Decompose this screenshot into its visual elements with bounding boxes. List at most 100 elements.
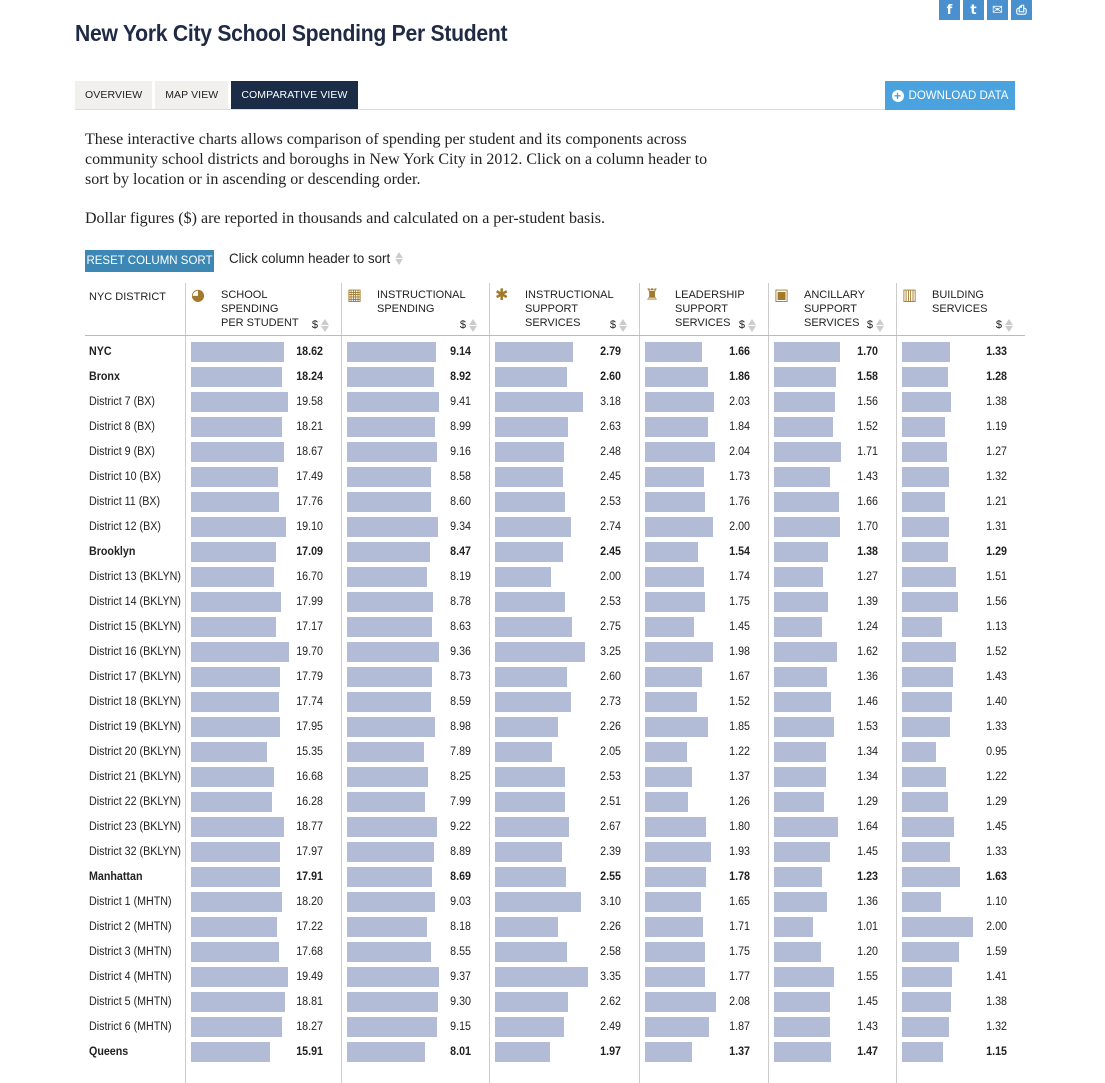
value-bar <box>645 392 714 412</box>
column-header-line: Services <box>804 317 860 329</box>
column-header-line: Instructional <box>377 289 466 301</box>
value-bar <box>902 767 946 787</box>
value-label: 19.58 <box>296 396 323 408</box>
column-header-ancillary[interactable]: ▣ Ancillary Support Services $ <box>774 283 890 335</box>
value-label: 2.51 <box>600 796 621 808</box>
value-label: 2.00 <box>600 571 621 583</box>
value-bar <box>495 842 562 862</box>
value-label: 1.29 <box>857 796 878 808</box>
value-label: 2.03 <box>729 396 750 408</box>
district-name: District 1 (MHTN) <box>89 896 172 908</box>
value-bar <box>774 667 827 687</box>
value-label: 8.99 <box>450 421 471 433</box>
value-bar <box>191 392 288 412</box>
value-bar <box>495 1042 550 1062</box>
value-bar <box>902 1017 949 1037</box>
sort-control[interactable]: $ <box>610 318 627 332</box>
value-label: 17.22 <box>296 921 323 933</box>
value-label: 1.10 <box>986 896 1007 908</box>
value-label: 2.55 <box>600 871 621 883</box>
value-label: 0.95 <box>986 746 1007 758</box>
value-label: 9.15 <box>450 1021 471 1033</box>
facebook-icon[interactable]: f <box>939 0 960 20</box>
district-name: District 17 (BKLYN) <box>89 671 181 683</box>
column-divider <box>896 283 897 1083</box>
value-bar <box>902 467 949 487</box>
district-name: Brooklyn <box>89 546 136 558</box>
sort-control[interactable]: $ <box>867 318 884 332</box>
value-label: 17.79 <box>296 671 323 683</box>
value-bar <box>774 967 834 987</box>
value-bar <box>774 642 837 662</box>
value-bar <box>774 717 834 737</box>
value-bar <box>645 742 687 762</box>
value-label: 1.38 <box>986 996 1007 1008</box>
district-name: District 7 (BX) <box>89 396 155 408</box>
value-label: 1.22 <box>729 746 750 758</box>
tab-overview[interactable]: Overview <box>75 81 153 109</box>
district-name: District 2 (MHTN) <box>89 921 172 933</box>
download-data-button[interactable]: + Download Data <box>885 81 1015 110</box>
sort-arrows-icon <box>876 318 884 332</box>
sort-control[interactable]: $ <box>996 318 1013 332</box>
value-bar <box>347 417 435 437</box>
sort-control[interactable]: $ <box>312 318 329 332</box>
value-label: 8.98 <box>450 721 471 733</box>
column-header-line: Leadership <box>675 289 745 301</box>
value-label: 17.09 <box>296 546 323 558</box>
column-header-building[interactable]: ▥ Building Services $ <box>902 283 1019 335</box>
tab-comparative-view[interactable]: Comparative View <box>231 81 358 109</box>
email-icon[interactable]: ✉ <box>987 0 1008 20</box>
value-bar <box>191 442 284 462</box>
column-header-instructional[interactable]: ▦ Instructional Spending $ <box>347 283 483 335</box>
tab-map-view[interactable]: Map View <box>155 81 229 109</box>
value-label: 1.76 <box>729 496 750 508</box>
value-bar <box>191 967 288 987</box>
table-row: District 19 (BKLYN) 17.95 8.98 2.26 1.85 1.53… <box>0 715 1105 740</box>
value-bar <box>902 1042 943 1062</box>
value-label: 8.19 <box>450 571 471 583</box>
value-label: 8.01 <box>450 1046 471 1058</box>
value-bar <box>774 892 827 912</box>
sort-control[interactable]: $ <box>739 318 756 332</box>
value-label: 1.26 <box>729 796 750 808</box>
twitter-icon[interactable]: t <box>963 0 984 20</box>
value-bar <box>347 617 432 637</box>
district-name: District 15 (BKLYN) <box>89 621 181 633</box>
value-label: 2.75 <box>600 621 621 633</box>
value-label: 1.13 <box>986 621 1007 633</box>
table-row: District 2 (MHTN) 17.22 8.18 2.26 1.71 1.01 2.… <box>0 915 1105 940</box>
value-label: 9.22 <box>450 821 471 833</box>
column-header-support[interactable]: ✱ Instructional Support Services $ <box>495 283 633 335</box>
table-row: District 15 (BKLYN) 17.17 8.63 2.75 1.45 1.24… <box>0 615 1105 640</box>
table-row: District 14 (BKLYN) 17.99 8.78 2.53 1.75 1.39… <box>0 590 1105 615</box>
value-bar <box>645 1017 709 1037</box>
reset-column-sort-button[interactable]: Reset Column Sort <box>85 250 214 272</box>
value-label: 2.73 <box>600 696 621 708</box>
value-bar <box>645 917 703 937</box>
sort-control[interactable]: $ <box>460 318 477 332</box>
value-label: 1.66 <box>729 346 750 358</box>
column-header-total[interactable]: ◕ School Spending Per Student $ <box>191 283 335 335</box>
table-row: District 8 (BX) 18.21 8.99 2.63 1.84 1.52 1.19 <box>0 415 1105 440</box>
value-label: 1.75 <box>729 596 750 608</box>
value-label: 9.03 <box>450 896 471 908</box>
column-header-leadership[interactable]: ♜ Leadership Support Services $ <box>645 283 762 335</box>
column-header-label: Instructional Support Services <box>525 288 614 330</box>
table-row: NYC 18.62 9.14 2.79 1.66 1.70 1.33 <box>0 340 1105 365</box>
value-bar <box>495 917 558 937</box>
value-bar <box>902 417 945 437</box>
print-icon[interactable]: ⎙ <box>1011 0 1032 20</box>
value-label: 1.97 <box>600 1046 621 1058</box>
value-label: 17.49 <box>296 471 323 483</box>
value-bar <box>902 442 947 462</box>
value-label: 8.60 <box>450 496 471 508</box>
value-label: 1.43 <box>857 471 878 483</box>
value-bar <box>347 792 425 812</box>
value-label: 17.95 <box>296 721 323 733</box>
table-row: District 12 (BX) 19.10 9.34 2.74 2.00 1.70 1.3… <box>0 515 1105 540</box>
value-label: 3.35 <box>600 971 621 983</box>
value-bar <box>191 542 276 562</box>
column-header-district[interactable]: NYC District <box>89 283 184 335</box>
value-label: 1.52 <box>986 646 1007 658</box>
